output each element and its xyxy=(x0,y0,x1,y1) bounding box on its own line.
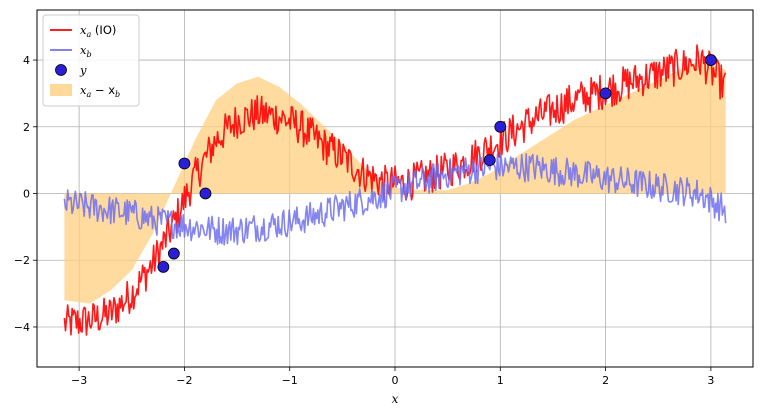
scatter-point xyxy=(599,87,612,100)
scatter-point xyxy=(157,261,170,273)
scatter-point xyxy=(494,120,507,133)
y-tick-label: 2 xyxy=(23,121,30,134)
legend-label: xa − xb xyxy=(80,83,120,99)
x-tick-label: 0 xyxy=(392,374,399,387)
x-tick-label: 3 xyxy=(707,374,714,387)
y-tick-label: 0 xyxy=(23,188,30,201)
scatter-point xyxy=(178,157,191,170)
line-layer xyxy=(63,44,727,336)
y-tick-label: −4 xyxy=(14,321,30,334)
y-tick-label: −2 xyxy=(14,254,30,267)
scatter-point xyxy=(704,54,717,66)
scatter-point xyxy=(167,247,180,260)
series-line-xb xyxy=(63,152,727,246)
legend-swatch xyxy=(50,84,72,96)
x-tick-label: 1 xyxy=(497,374,504,387)
x-tick-label: 2 xyxy=(602,374,609,387)
series-line-xa xyxy=(63,44,727,336)
legend-swatch xyxy=(55,64,67,76)
y-tick-label: 4 xyxy=(23,54,30,67)
legend-label: xa (IO) xyxy=(80,23,116,39)
x-tick-label: −2 xyxy=(176,374,192,387)
legend-box xyxy=(42,14,140,107)
x-tick-label: −1 xyxy=(282,374,298,387)
legend-label: xb xyxy=(80,43,92,59)
legend-label: y xyxy=(79,63,87,77)
ticks: −3 −2 −1 0 1 2 3 −4 −2 0 2 4 xyxy=(14,54,715,387)
scatter-layer xyxy=(157,54,717,273)
legend: xa (IO) xb y xa − xb xyxy=(42,14,140,107)
x-axis-label: x xyxy=(392,392,399,406)
x-tick-label: −3 xyxy=(71,374,87,387)
scatter-point xyxy=(483,154,496,167)
scatter-point xyxy=(199,187,212,200)
